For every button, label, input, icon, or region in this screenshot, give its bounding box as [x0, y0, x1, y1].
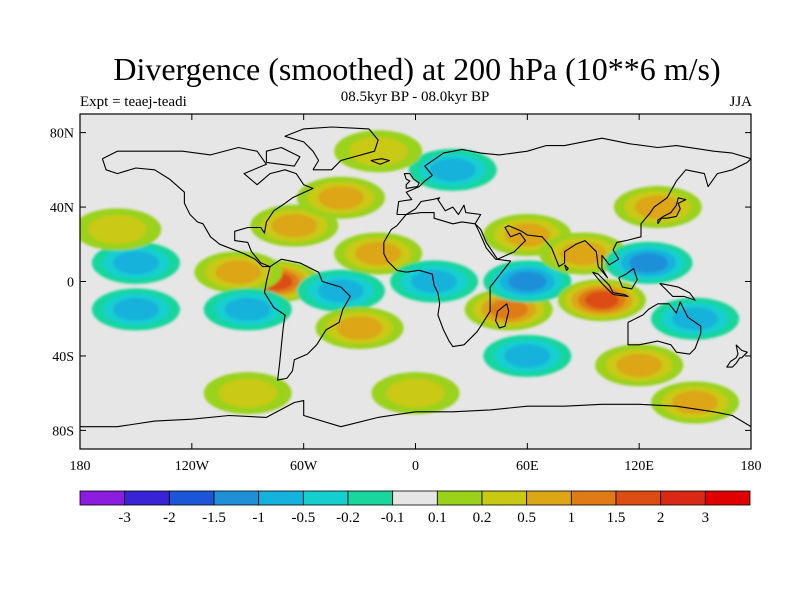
colorbar-box: [168, 490, 215, 506]
field-contour: [672, 307, 718, 331]
colorbar-label: -0.1: [381, 510, 405, 526]
lon-tick-label: 180: [70, 459, 91, 474]
field-contour: [504, 344, 551, 368]
colorbar-box: [704, 490, 751, 506]
lat-tick-label: 80S: [52, 424, 74, 439]
colorbar-box: [124, 490, 170, 506]
field-contour: [629, 252, 668, 273]
field-contour: [672, 390, 718, 415]
coastline-uk: [403, 173, 420, 189]
field-contour: [318, 186, 364, 210]
colorbar-label: 0.2: [473, 510, 492, 526]
colorbar-box: [615, 490, 662, 506]
coastline-new-guinea: [659, 282, 696, 301]
latitude-axis: 80N 40N 0 40S 80S: [50, 127, 751, 439]
field-contour: [218, 378, 278, 408]
colorbar-box: [570, 490, 617, 506]
field-contour: [508, 271, 547, 292]
coastline-africa: [383, 212, 512, 348]
coastline-iceland: [370, 158, 390, 165]
colorbar-label: -0.5: [291, 510, 315, 526]
colorbar-label: 0.5: [517, 510, 536, 526]
lon-tick-label: 120E: [624, 459, 654, 474]
colorbar-label: 0.1: [428, 510, 447, 526]
coastline-madagascar: [495, 303, 510, 329]
field-contour: [224, 297, 271, 321]
field-contour: [113, 251, 159, 275]
coastline-antarctica: [80, 400, 751, 428]
colorbar-label: 1: [568, 510, 576, 526]
colorbar-boxes: [79, 490, 751, 506]
colorbar-label: -3: [118, 510, 131, 526]
colorbar-label: 2: [657, 510, 665, 526]
coastline-south-america: [263, 258, 351, 381]
colorbar-label: -2: [163, 510, 176, 526]
lat-tick-label: 40N: [50, 201, 74, 216]
colorbar-label: -1.5: [202, 510, 226, 526]
colorbar-box: [347, 490, 394, 506]
colorbar-label: -1: [252, 510, 265, 526]
colorbar-box: [436, 490, 483, 506]
coastline-new-zealand: [726, 344, 748, 368]
field-contour: [348, 136, 408, 166]
field-contour: [585, 291, 619, 309]
colorbar-box: [526, 490, 572, 506]
coastline-eurasia: [396, 137, 751, 279]
field-contour: [318, 279, 364, 303]
plot-title: Divergence (smoothed) at 200 hPa (10**6 …: [113, 51, 721, 87]
field-contour: [336, 316, 383, 340]
coastline-sri-lanka: [564, 264, 569, 271]
field-contour: [113, 297, 159, 321]
coastline-australia: [627, 301, 702, 355]
colorbar-box: [79, 490, 126, 506]
field-contour: [271, 214, 318, 238]
season-label: JJA: [729, 94, 752, 110]
colorbar-box: [258, 490, 304, 506]
colorbar-box: [481, 490, 528, 506]
lat-tick-label: 80N: [50, 127, 74, 142]
lat-tick-label: 40S: [52, 350, 74, 365]
plot-subtitle: 08.5kyr BP - 08.0kyr BP: [340, 89, 490, 105]
field-contour: [355, 242, 402, 266]
coastline-japan: [657, 197, 687, 225]
colorbar-box: [213, 490, 260, 506]
field-contour: [429, 158, 476, 182]
coastlines: [80, 126, 751, 428]
lon-tick-label: 120W: [175, 459, 210, 474]
colorbar-label: 3: [702, 510, 710, 526]
colorbar-box: [302, 490, 349, 506]
longitude-axis: 180 120W 60W 0 60E 120E 180: [70, 114, 762, 474]
field-contour: [87, 214, 147, 244]
coastline-borneo: [618, 267, 638, 290]
field-contour: [616, 353, 663, 377]
field-contour: [411, 269, 458, 294]
colorbar-labels: -3 -2 -1.5 -1 -0.5 -0.2 -0.1 0.1 0.2 0.5 1 1.5 2 3: [118, 510, 709, 526]
coastline-baffin: [265, 146, 301, 167]
coastline-greenland: [284, 126, 379, 171]
coastline-sumatra-java: [592, 271, 629, 297]
lat-tick-label: 0: [67, 276, 74, 291]
experiment-label: Expt = teaej-teadi: [80, 94, 187, 110]
coastline-north-america: [101, 146, 314, 268]
lon-tick-label: 60E: [516, 459, 539, 474]
field-contour: [215, 260, 262, 284]
lon-tick-label: 0: [412, 459, 419, 474]
colorbar-box: [392, 490, 438, 506]
field-contour: [386, 378, 445, 408]
lon-tick-label: 180: [741, 459, 762, 474]
colorbar-label: 1.5: [607, 510, 626, 526]
colorbar-box: [660, 490, 706, 506]
field-contour: [560, 242, 607, 266]
colorbar-label: -0.2: [336, 510, 360, 526]
lon-tick-label: 60W: [290, 459, 318, 474]
